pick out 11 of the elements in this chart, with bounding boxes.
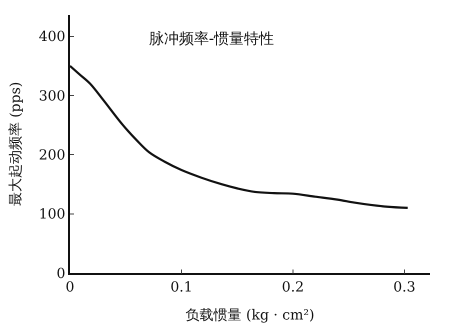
x-tick-label: 0.3 xyxy=(393,280,416,296)
y-tick-label: 300 xyxy=(38,88,66,104)
x-tick-label: 0.1 xyxy=(170,280,193,296)
y-tick-label: 400 xyxy=(38,29,66,46)
x-tick-label: 0.2 xyxy=(282,280,304,296)
text: 脉冲频率-惯量特性 xyxy=(148,30,274,48)
y-tick-label: 100 xyxy=(38,206,66,223)
y-tick-label: 200 xyxy=(38,148,66,164)
y-tick-label: 0 xyxy=(56,266,66,282)
y-axis-title: 最大起动频率 (pps) xyxy=(8,82,24,206)
x-axis-title: 负载惯量 (kg · cm²) xyxy=(186,307,314,324)
